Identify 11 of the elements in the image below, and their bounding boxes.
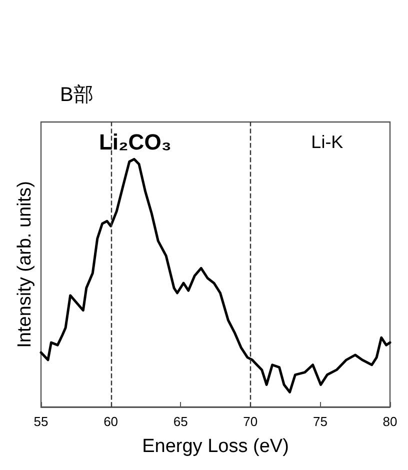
text: Li-K [311, 132, 344, 152]
chart-title: B部 [60, 84, 94, 106]
x-tick-label: 70 [243, 414, 258, 429]
x-tick-label: 55 [34, 414, 48, 429]
text: Li₂CO₃ [98, 130, 172, 154]
x-tick-label: 65 [173, 414, 188, 429]
y-axis-title: Intensity (arb. units) [14, 181, 36, 348]
x-axis-title: Energy Loss (eV) [142, 436, 289, 457]
x-tick-label: 80 [382, 414, 398, 429]
x-tick-label: 60 [104, 414, 118, 429]
x-tick-label: 75 [312, 414, 328, 429]
